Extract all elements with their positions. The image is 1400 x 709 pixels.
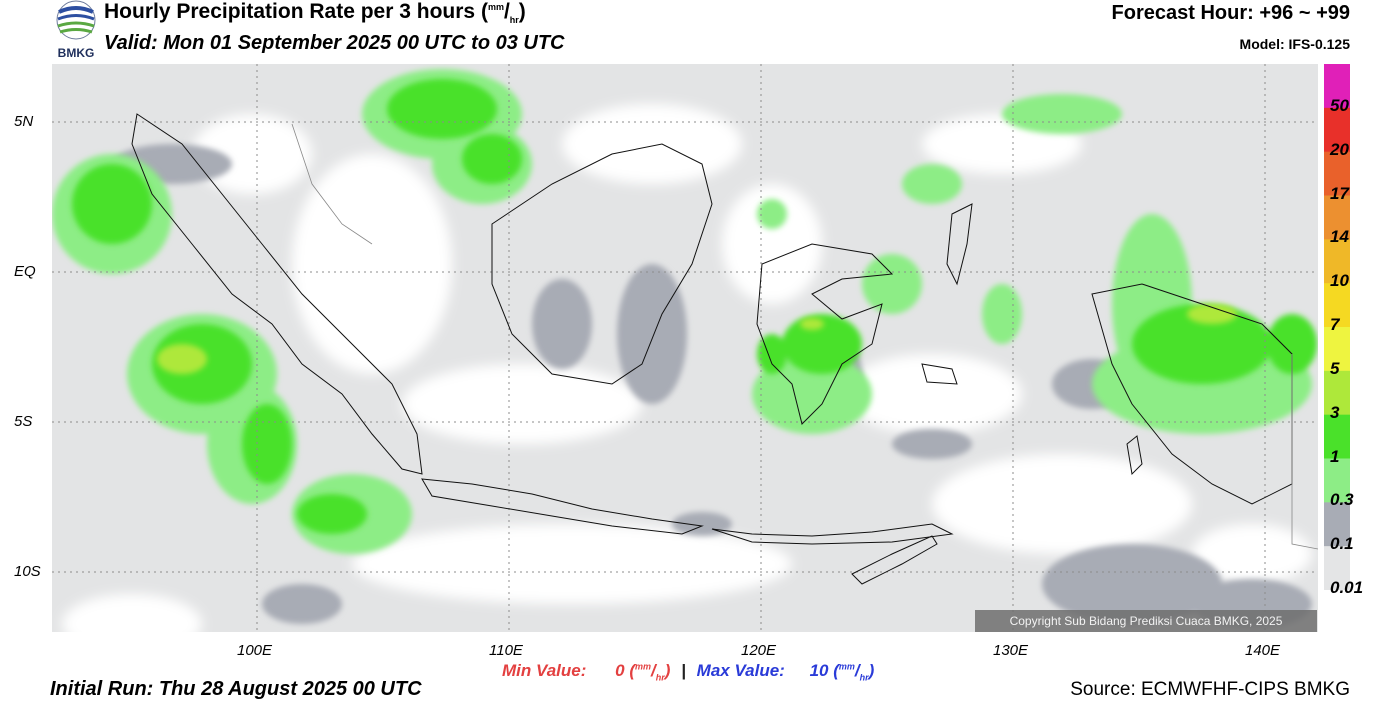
- page-title: Hourly Precipitation Rate per 3 hours (m…: [104, 0, 526, 26]
- min-max-separator: |: [681, 661, 686, 680]
- model-label: Model: IFS-0.125: [1239, 36, 1350, 52]
- max-value: 10: [809, 661, 829, 680]
- initial-run: Initial Run: Thu 28 August 2025 00 UTC: [50, 678, 422, 700]
- light-rain-areas: [112, 144, 1312, 629]
- colorbar-label: 3: [1330, 402, 1340, 422]
- colorbar-label: 0.01: [1330, 578, 1364, 597]
- logo-text: BMKG: [57, 46, 95, 60]
- colorbar-label: 14: [1330, 227, 1349, 247]
- colorbar-segment: [1324, 370, 1350, 416]
- colorbar-label: 1: [1330, 446, 1340, 466]
- colorbar-label: 50: [1330, 95, 1349, 115]
- lon-label-130e: 130E: [993, 642, 1029, 659]
- colorbar-segment: [1324, 195, 1350, 240]
- maluku-coast: [921, 363, 958, 385]
- title-unit-num: mm: [487, 2, 504, 12]
- colorbar-segment: [1324, 327, 1350, 372]
- lon-label-120e: 120E: [741, 642, 777, 659]
- min-max-values: Min Value: 0 (mm/hr) | Max Value: 10 (mm…: [502, 661, 875, 683]
- bmkg-logo: [56, 0, 96, 40]
- precipitation-map: [52, 64, 1318, 632]
- lat-label-5n: 5N: [14, 113, 34, 130]
- graticule: [52, 64, 1318, 632]
- colorbar-segment: [1324, 64, 1350, 109]
- colorbar-segment: [1324, 283, 1350, 328]
- colorbar-segment: [1324, 239, 1350, 284]
- colorbar-label: 5: [1330, 358, 1340, 378]
- halmahera-coast: [946, 203, 973, 286]
- borders: [291, 123, 1318, 550]
- colorbar-label: 10: [1330, 271, 1349, 291]
- min-unit-den: hr: [655, 672, 665, 683]
- colorbar-label: 20: [1330, 139, 1349, 159]
- min-unit-num: mm: [635, 661, 652, 672]
- min-value: 0: [615, 661, 625, 680]
- copyright-notice: Copyright Sub Bidang Prediksi Cuaca BMKG…: [975, 610, 1317, 632]
- colorbar-label: 17: [1330, 183, 1349, 203]
- data-source: Source: ECMWFHF-CIPS BMKG: [1070, 679, 1350, 700]
- lat-label-5s: 5S: [14, 413, 33, 430]
- borneo-coast: [491, 143, 713, 385]
- lon-label-110e: 110E: [489, 642, 523, 659]
- title-unit-den: hr: [509, 15, 519, 26]
- colorbar-segment: [1324, 151, 1350, 196]
- lon-label-140e: 140E: [1245, 642, 1281, 659]
- colorbar-segment: [1324, 546, 1350, 590]
- coastlines: [131, 113, 1293, 585]
- sulawesi-coast: [756, 243, 894, 425]
- new-guinea-coast: [1091, 283, 1293, 505]
- forecast-hour: Forecast Hour: +96 ~ +99: [1111, 2, 1350, 24]
- colorbar-label: 7: [1330, 315, 1340, 334]
- very-heavy-rain-areas: [157, 304, 1237, 374]
- nusa-tenggara-coast: [711, 523, 954, 545]
- colorbar-segment: [1324, 414, 1350, 459]
- timor-coast: [851, 535, 938, 585]
- colorbar-segment: [1324, 502, 1350, 547]
- colorbar-segment: [1324, 458, 1350, 503]
- aru-coast: [1126, 435, 1143, 476]
- lat-label-eq: EQ: [14, 263, 36, 280]
- sumatra-coast: [131, 113, 423, 475]
- lon-label-100e: 100E: [237, 642, 273, 659]
- java-coast: [421, 478, 704, 535]
- lat-label-10s: 10S: [14, 563, 41, 580]
- valid-time: Valid: Mon 01 September 2025 00 UTC to 0…: [104, 32, 565, 54]
- colorbar: [1324, 64, 1350, 590]
- min-value-label: Min Value:: [502, 661, 587, 680]
- title-text: Hourly Precipitation Rate per 3 hours: [104, 0, 476, 23]
- max-unit-den: hr: [859, 672, 869, 683]
- max-value-label: Max Value:: [696, 661, 785, 680]
- max-unit-num: mm: [838, 661, 855, 672]
- colorbar-segment: [1324, 107, 1350, 153]
- colorbar-label: 0.1: [1330, 534, 1354, 554]
- colorbar-label: 0.3: [1330, 490, 1354, 510]
